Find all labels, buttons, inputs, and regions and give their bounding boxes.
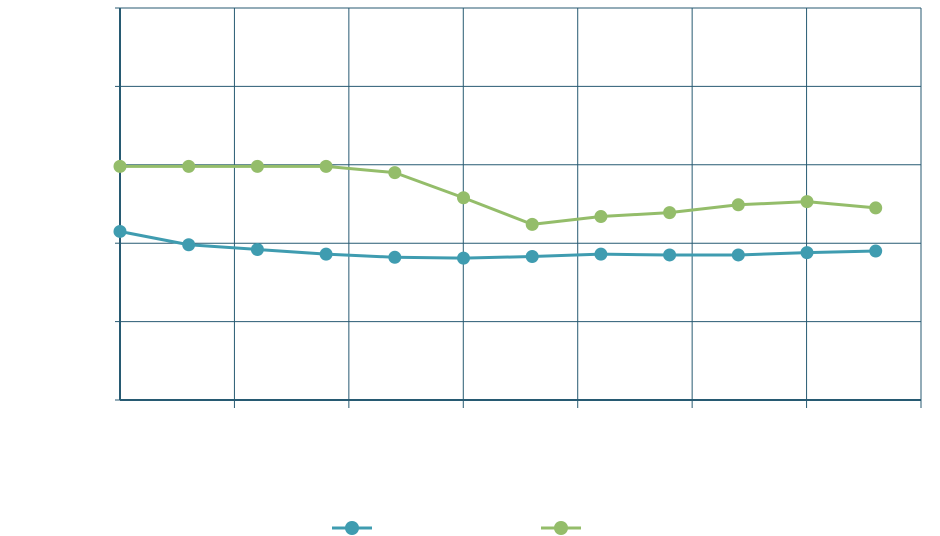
- series-2-line: [120, 164, 876, 226]
- series-1-point: [800, 246, 814, 260]
- series-2-point: [731, 198, 745, 212]
- series-1-point: [525, 250, 539, 264]
- series-layer: [113, 159, 883, 265]
- series-2-point: [250, 159, 264, 173]
- series-1-line: [119, 229, 876, 260]
- legend-swatch-marker: [345, 521, 359, 535]
- series-1-point: [731, 248, 745, 262]
- legend: [332, 521, 581, 535]
- series-2-point: [388, 166, 402, 180]
- series-2-point: [113, 159, 127, 173]
- series-1-point: [869, 244, 883, 258]
- legend-swatch-marker: [554, 521, 568, 535]
- grid: [115, 7, 922, 408]
- series-2-point: [525, 217, 539, 231]
- series-2-point: [869, 201, 883, 215]
- series-2-point: [319, 159, 333, 173]
- series-1-point: [250, 242, 264, 256]
- series-1-point: [457, 251, 470, 265]
- series-1-point: [388, 250, 402, 264]
- series-1-point: [182, 238, 196, 252]
- series-2-point: [457, 191, 470, 205]
- series-1-point: [113, 224, 127, 238]
- series-2-point: [800, 195, 814, 209]
- series-1-point: [594, 247, 608, 261]
- series-2-point: [182, 159, 196, 173]
- series-1-point: [319, 247, 333, 261]
- series-2-point: [594, 210, 608, 224]
- series-1-point: [663, 248, 677, 262]
- series-2-point: [663, 206, 677, 220]
